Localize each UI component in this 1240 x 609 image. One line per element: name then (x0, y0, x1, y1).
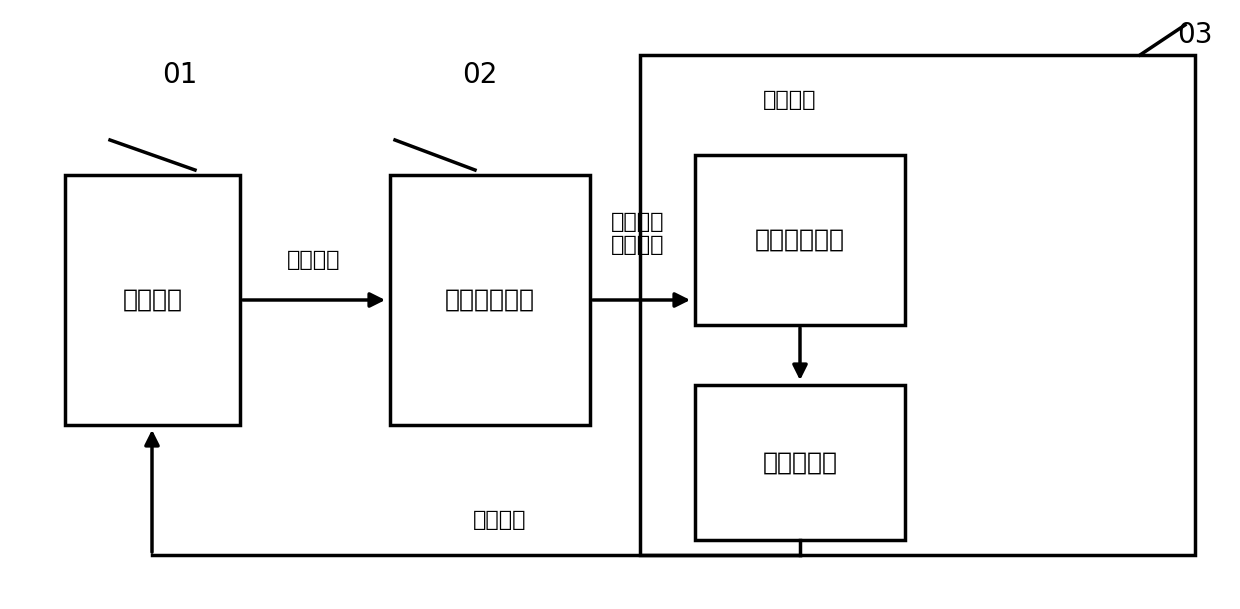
Text: 反馈信号: 反馈信号 (474, 510, 527, 530)
Bar (391, 175, 590, 425)
Text: 主控模块: 主控模块 (123, 288, 182, 312)
Text: 控制信号: 控制信号 (288, 250, 341, 270)
Bar (694, 155, 905, 325)
Text: 位置传感器: 位置传感器 (763, 451, 837, 474)
Text: 电压矢量
驱动信号: 电压矢量 驱动信号 (611, 212, 665, 255)
Bar (640, 55, 1195, 555)
Text: 01: 01 (162, 61, 197, 89)
Text: 电机驱动模块: 电机驱动模块 (445, 288, 534, 312)
Bar (694, 385, 905, 540)
Bar (64, 175, 241, 425)
Text: 03: 03 (1177, 21, 1213, 49)
Text: 永磁同步电机: 永磁同步电机 (755, 228, 844, 252)
Text: 02: 02 (463, 61, 497, 89)
Text: 电机模块: 电机模块 (764, 90, 817, 110)
